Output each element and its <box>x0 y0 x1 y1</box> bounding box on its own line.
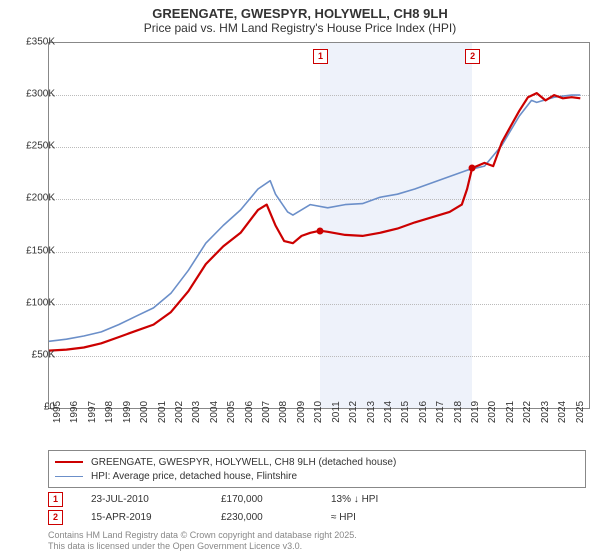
x-tick-label: 1997 <box>87 401 98 423</box>
marker-box: 1 <box>313 49 328 64</box>
title-line2: Price paid vs. HM Land Registry's House … <box>0 21 600 35</box>
y-tick-label: £250K <box>15 141 55 152</box>
datapoint-price: £170,000 <box>221 494 331 505</box>
y-tick-label: £100K <box>15 297 55 308</box>
plot-area: 12 <box>48 42 590 409</box>
footer-line2: This data is licensed under the Open Gov… <box>48 541 357 552</box>
x-tick-label: 2010 <box>313 401 324 423</box>
x-tick-label: 2001 <box>157 401 168 423</box>
legend-item: HPI: Average price, detached house, Flin… <box>55 469 579 483</box>
series-line <box>49 93 580 351</box>
x-tick-label: 2013 <box>366 401 377 423</box>
legend-swatch <box>55 476 83 477</box>
x-tick-label: 2015 <box>400 401 411 423</box>
x-tick-label: 2011 <box>331 401 342 423</box>
x-tick-label: 2012 <box>348 401 359 423</box>
legend: GREENGATE, GWESPYR, HOLYWELL, CH8 9LH (d… <box>48 450 586 488</box>
datapoint-price: £230,000 <box>221 512 331 523</box>
x-tick-label: 1996 <box>69 401 80 423</box>
x-tick-label: 2020 <box>487 401 498 423</box>
x-tick-label: 2016 <box>418 401 429 423</box>
legend-item: GREENGATE, GWESPYR, HOLYWELL, CH8 9LH (d… <box>55 455 579 469</box>
x-tick-label: 2000 <box>139 401 150 423</box>
x-tick-label: 2014 <box>383 401 394 423</box>
chart-title: GREENGATE, GWESPYR, HOLYWELL, CH8 9LH Pr… <box>0 0 600 35</box>
x-tick-label: 2017 <box>435 401 446 423</box>
legend-swatch <box>55 461 83 463</box>
y-tick-label: £50K <box>15 349 55 360</box>
y-tick-label: £0 <box>15 402 55 413</box>
legend-label: GREENGATE, GWESPYR, HOLYWELL, CH8 9LH (d… <box>91 457 396 468</box>
x-tick-label: 2018 <box>453 401 464 423</box>
x-tick-label: 2008 <box>278 401 289 423</box>
x-tick-label: 2019 <box>470 401 481 423</box>
footer-line1: Contains HM Land Registry data © Crown c… <box>48 530 357 541</box>
x-tick-label: 2002 <box>174 401 185 423</box>
series-line <box>49 95 580 341</box>
datapoint-table: 1 23-JUL-2010 £170,000 13% ↓ HPI 2 15-AP… <box>48 490 588 526</box>
line-series-svg <box>49 43 589 408</box>
x-tick-label: 1995 <box>52 401 63 423</box>
x-tick-label: 2024 <box>557 401 568 423</box>
x-tick-label: 2025 <box>575 401 586 423</box>
datapoint-hpi: ≈ HPI <box>331 512 441 523</box>
marker-dot <box>469 165 476 172</box>
x-tick-label: 2007 <box>261 401 272 423</box>
marker-dot <box>317 227 324 234</box>
x-tick-label: 2023 <box>540 401 551 423</box>
datapoint-date: 23-JUL-2010 <box>91 494 221 505</box>
x-tick-label: 2022 <box>522 401 533 423</box>
datapoint-marker: 2 <box>48 510 63 525</box>
x-tick-label: 2004 <box>209 401 220 423</box>
title-line1: GREENGATE, GWESPYR, HOLYWELL, CH8 9LH <box>0 6 600 21</box>
x-tick-label: 1999 <box>122 401 133 423</box>
x-tick-label: 1998 <box>104 401 115 423</box>
y-tick-label: £350K <box>15 37 55 48</box>
x-tick-label: 2005 <box>226 401 237 423</box>
x-tick-label: 2003 <box>191 401 202 423</box>
datapoint-date: 15-APR-2019 <box>91 512 221 523</box>
y-tick-label: £300K <box>15 89 55 100</box>
y-tick-label: £150K <box>15 245 55 256</box>
y-tick-label: £200K <box>15 193 55 204</box>
x-tick-label: 2006 <box>244 401 255 423</box>
datapoint-hpi: 13% ↓ HPI <box>331 494 441 505</box>
x-tick-label: 2021 <box>505 401 516 423</box>
footer-attribution: Contains HM Land Registry data © Crown c… <box>48 530 357 552</box>
x-tick-label: 2009 <box>296 401 307 423</box>
datapoint-row: 1 23-JUL-2010 £170,000 13% ↓ HPI <box>48 490 588 508</box>
datapoint-marker: 1 <box>48 492 63 507</box>
legend-label: HPI: Average price, detached house, Flin… <box>91 471 297 482</box>
datapoint-row: 2 15-APR-2019 £230,000 ≈ HPI <box>48 508 588 526</box>
chart-container: GREENGATE, GWESPYR, HOLYWELL, CH8 9LH Pr… <box>0 0 600 560</box>
marker-box: 2 <box>465 49 480 64</box>
